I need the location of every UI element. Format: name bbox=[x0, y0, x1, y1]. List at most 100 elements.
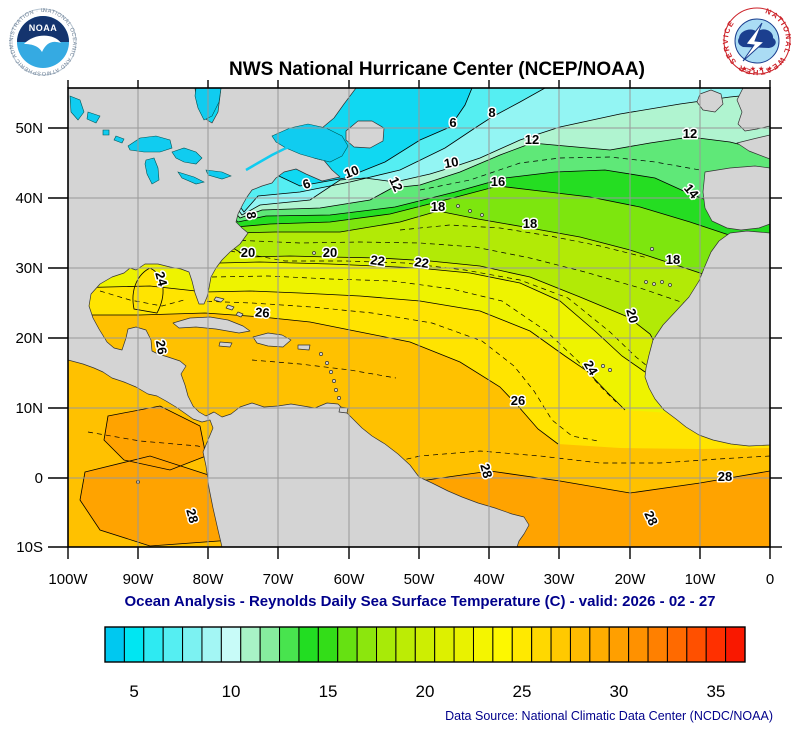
colorbar-cell bbox=[201, 626, 222, 663]
colorbar-cell bbox=[472, 626, 494, 663]
contour-label: 8 bbox=[488, 105, 495, 120]
x-axis-label: 10W bbox=[685, 571, 717, 588]
colorbar bbox=[104, 626, 746, 663]
cuba-island bbox=[172, 316, 251, 334]
ireland-landmass bbox=[696, 89, 724, 113]
colorbar-cell bbox=[628, 626, 649, 663]
colorbar-cell bbox=[453, 626, 474, 663]
contour-label: 20 bbox=[623, 307, 641, 325]
page-title: NWS National Hurricane Center (NCEP/NOAA… bbox=[229, 59, 645, 80]
contour-label: 26 bbox=[511, 393, 525, 408]
colorbar-cell bbox=[162, 626, 184, 663]
contour-label: 6 bbox=[449, 115, 456, 130]
x-axis-label: 70W bbox=[263, 571, 295, 588]
colorbar-labels: 5 10 15 20 25 30 35 bbox=[129, 682, 725, 701]
puerto-rico-island bbox=[297, 344, 311, 351]
contour-label: 20 bbox=[241, 245, 255, 260]
contour-label: 20 bbox=[323, 245, 337, 260]
colorbar-cell bbox=[317, 626, 339, 663]
colorbar-cell bbox=[123, 626, 145, 663]
colorbar-tick-label: 35 bbox=[706, 682, 725, 701]
lake-michigan bbox=[144, 157, 160, 185]
colorbar-tick-label: 20 bbox=[416, 682, 435, 701]
axis-labels: 100W 90W 80W 70W 60W 50W 40W 30W 20W 10W 0 50N 40N 30… bbox=[15, 120, 774, 588]
x-axis-label: 50W bbox=[404, 571, 436, 588]
x-axis-label: 0 bbox=[766, 571, 774, 588]
colorbar-cell bbox=[182, 626, 203, 663]
colorbar-cell bbox=[414, 626, 436, 663]
colorbar-cell bbox=[240, 626, 261, 663]
y-axis-label: 40N bbox=[15, 190, 43, 207]
nws-stars: ★ ★ ★ ★ bbox=[742, 65, 773, 73]
colorbar-cell bbox=[298, 626, 319, 663]
colorbar-cell bbox=[337, 626, 358, 663]
hispaniola-island bbox=[252, 332, 292, 348]
colorbar-cell bbox=[589, 626, 610, 663]
noaa-logo: NATIONAL OCEANIC AND ATMOSPHERIC ADMINIS… bbox=[0, 0, 77, 76]
colorbar-cell bbox=[608, 626, 630, 663]
contour-label: 28 bbox=[477, 462, 495, 480]
colorbar-cell bbox=[686, 626, 707, 663]
contour-label: 26 bbox=[153, 339, 170, 356]
colorbar-cell bbox=[279, 626, 300, 663]
lake-superior bbox=[127, 135, 173, 153]
isotherm-contours-dashed bbox=[87, 156, 770, 472]
colorbar-cell bbox=[666, 626, 688, 663]
colorbar-cell bbox=[104, 626, 125, 663]
st-lawrence-river bbox=[245, 143, 295, 172]
france-landmass bbox=[736, 134, 770, 160]
lake-winnipeg bbox=[69, 95, 85, 121]
contour-label: 12 bbox=[525, 132, 539, 147]
graticule-grid bbox=[68, 88, 770, 547]
contour-label: 28 bbox=[718, 469, 732, 484]
colorbar-cell bbox=[356, 626, 378, 663]
contour-label: 24 bbox=[152, 270, 170, 289]
colorbar-tick-label: 10 bbox=[222, 682, 241, 701]
britain-landmass bbox=[736, 88, 770, 132]
contour-label: 16 bbox=[491, 174, 505, 189]
colorbar-cell bbox=[725, 626, 746, 663]
x-axis-label: 90W bbox=[123, 571, 155, 588]
colorbar-cell bbox=[569, 626, 591, 663]
x-axis-label: 60W bbox=[334, 571, 366, 588]
nws-logo: NATIONAL WEATHER SERVICE ★ ★ ★ ★ bbox=[721, 6, 792, 77]
contour-label: 28 bbox=[183, 507, 201, 525]
y-axis-label: 30N bbox=[15, 260, 43, 277]
lake-huron bbox=[171, 147, 203, 165]
axis-ticks bbox=[48, 80, 782, 559]
x-axis-label: 20W bbox=[615, 571, 647, 588]
inland-waters bbox=[68, 88, 349, 185]
colorbar-tick-label: 15 bbox=[319, 682, 338, 701]
y-axis-label: 10N bbox=[15, 400, 43, 417]
colorbar-cell bbox=[492, 626, 513, 663]
contour-label: 26 bbox=[255, 304, 271, 320]
y-axis-label: 50N bbox=[15, 120, 43, 137]
contour-label: 18 bbox=[666, 252, 680, 267]
y-axis-label: 20N bbox=[15, 330, 43, 347]
colorbar-cell bbox=[550, 626, 571, 663]
colorbar-cell bbox=[511, 626, 533, 663]
contour-label: 22 bbox=[413, 254, 429, 271]
colorbar-cell bbox=[531, 626, 552, 663]
colorbar-cell bbox=[259, 626, 281, 663]
contour-label: 12 bbox=[683, 126, 697, 141]
contour-label: 10 bbox=[342, 162, 361, 181]
x-axis-label: 80W bbox=[193, 571, 225, 588]
noaa-emblem-sky bbox=[17, 16, 69, 42]
x-axis-label: 40W bbox=[474, 571, 506, 588]
colorbar-cell bbox=[376, 626, 397, 663]
nws-lightning-icon bbox=[742, 22, 766, 62]
noaa-wordmark: NOAA bbox=[29, 23, 58, 33]
contour-label: 22 bbox=[369, 252, 385, 269]
north-south-america-landmass bbox=[68, 88, 530, 547]
jamaica-island bbox=[218, 341, 233, 348]
colorbar-cell bbox=[395, 626, 416, 663]
colorbar-cell bbox=[220, 626, 242, 663]
lake-erie bbox=[177, 171, 205, 185]
y-axis-label: 10S bbox=[16, 539, 43, 556]
contour-label: 10 bbox=[443, 154, 460, 171]
colorbar-cell bbox=[647, 626, 668, 663]
colorbar-cell bbox=[434, 626, 455, 663]
